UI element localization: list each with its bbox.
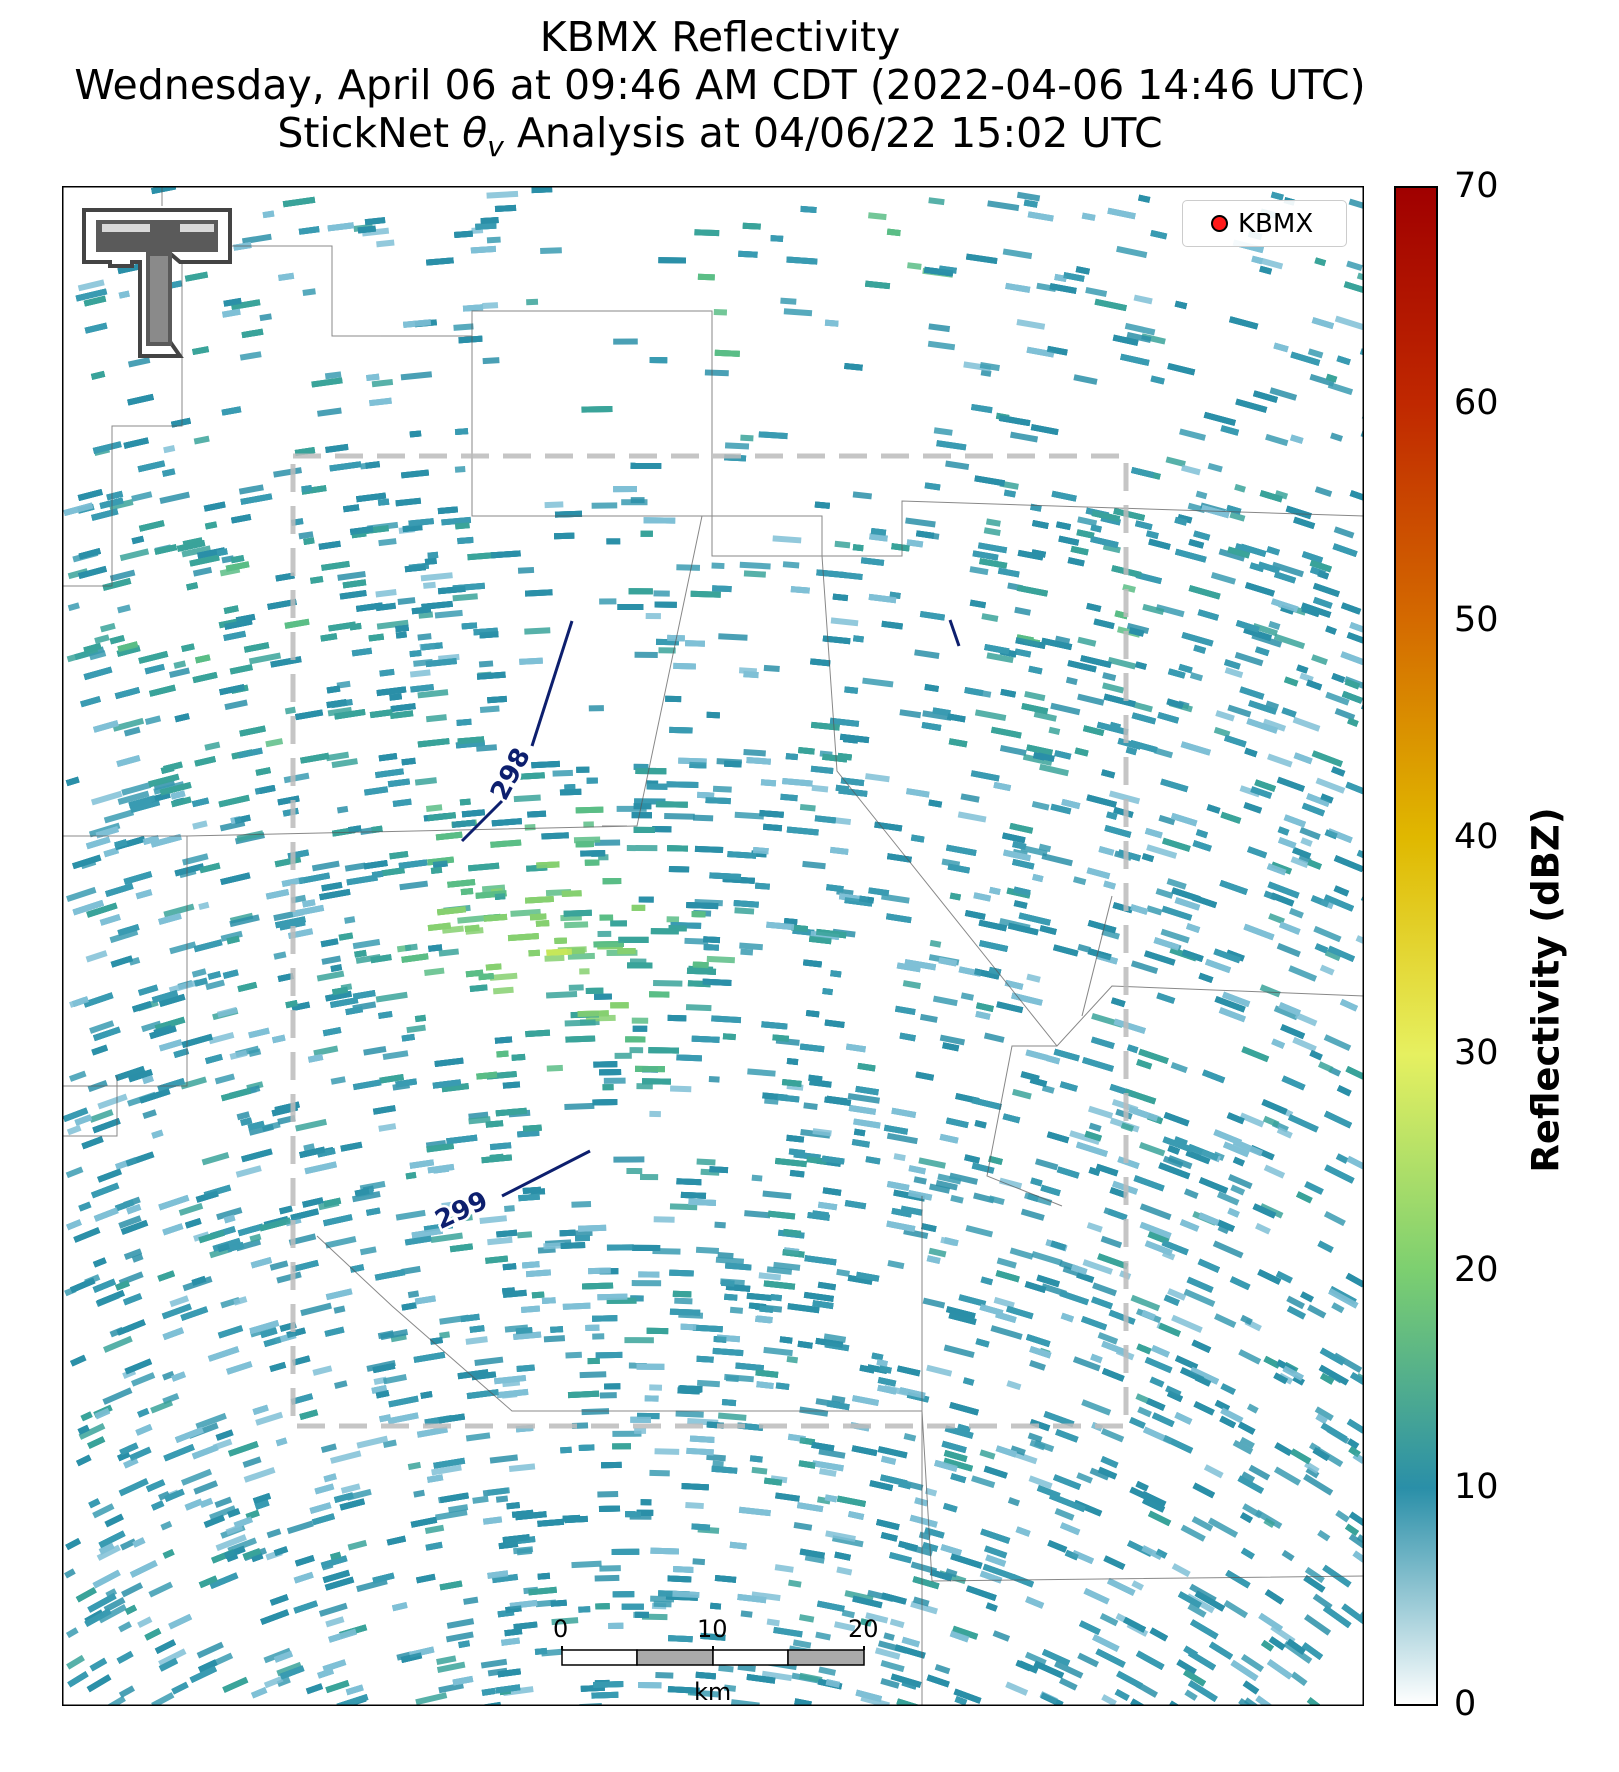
kbmx-marker-icon — [1211, 215, 1228, 232]
reflectivity-echoes — [62, 186, 1364, 1706]
radar-map: 298 299 — [62, 186, 1364, 1706]
scale-unit: km — [694, 1678, 732, 1706]
scale-bar — [561, 1646, 865, 1666]
title-line-3: StickNet θv Analysis at 04/06/22 15:02 U… — [277, 109, 1163, 164]
contour-298-line-lower — [460, 799, 504, 843]
colorbar-tick-label: 20 — [1454, 1250, 1499, 1291]
analysis-domain-box — [290, 453, 1129, 1429]
colorbar-tick-label: 0 — [1454, 1684, 1477, 1724]
title-line-1: KBMX Reflectivity — [539, 13, 901, 61]
contour-fragment — [948, 619, 961, 647]
legend-label: KBMX — [1238, 208, 1314, 239]
colorbar — [1394, 186, 1438, 1706]
texas-tech-double-t-logo — [82, 208, 232, 358]
county-boundaries — [62, 186, 1364, 1706]
colorbar-tick-label: 50 — [1454, 599, 1499, 640]
title-line-2: Wednesday, April 06 at 09:46 AM CDT (202… — [74, 61, 1366, 109]
contour-298-line-upper — [530, 620, 574, 747]
scale-tick-0: 0 — [553, 1615, 569, 1643]
legend: KBMX — [1182, 200, 1347, 247]
scale-tick-20: 20 — [848, 1615, 879, 1643]
colorbar-tick-label: 40 — [1454, 816, 1499, 857]
scale-tick-10: 10 — [697, 1615, 728, 1643]
contour-299-line — [501, 1149, 591, 1198]
colorbar-tick-label: 60 — [1454, 382, 1499, 423]
colorbar-tick-label: 70 — [1454, 166, 1499, 206]
colorbar-label: Reflectivity (dBZ) — [1524, 807, 1568, 1173]
colorbar-tick-label: 30 — [1454, 1033, 1499, 1074]
colorbar-tick-label: 10 — [1454, 1467, 1499, 1508]
